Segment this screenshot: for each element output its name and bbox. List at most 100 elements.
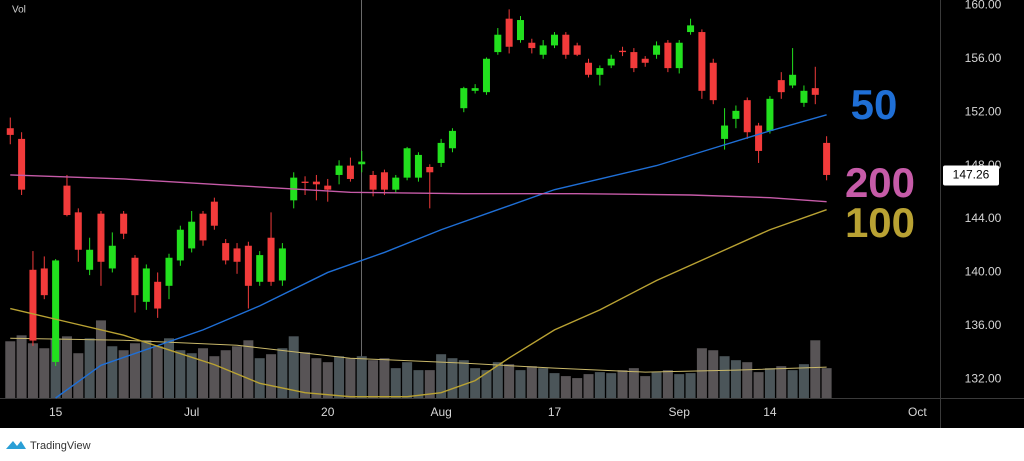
volume-bar — [288, 336, 299, 398]
y-tick-label: 160.00 — [965, 0, 1002, 12]
y-tick-label: 152.00 — [965, 104, 1002, 118]
volume-bar — [129, 343, 140, 398]
volume-bar — [345, 358, 356, 398]
volume-bar — [674, 374, 685, 398]
y-tick-label: 156.00 — [965, 51, 1002, 65]
volume-bar — [492, 362, 503, 398]
volume-bar — [798, 364, 809, 398]
candle-body — [403, 148, 411, 178]
volume-bar — [651, 372, 662, 398]
volume-bar — [787, 370, 798, 398]
volume-bar — [209, 356, 220, 398]
candle-body — [823, 142, 831, 175]
volume-bar — [526, 366, 537, 398]
candle-body — [437, 142, 445, 163]
candle-body — [199, 213, 207, 241]
candle-body — [426, 166, 434, 173]
candle-body — [630, 52, 638, 69]
volume-bar — [334, 356, 345, 398]
candle-body — [63, 185, 71, 216]
volume-bar — [39, 348, 50, 398]
volume-bar — [379, 358, 390, 398]
volume-bar — [560, 376, 571, 398]
candle-body — [471, 88, 479, 91]
volume-bar — [402, 362, 413, 398]
volume-bar — [742, 362, 753, 398]
volume-bar — [470, 368, 481, 398]
candle-body — [551, 34, 559, 46]
candle-body — [505, 18, 513, 47]
volume-bar — [84, 338, 95, 398]
volume-bar — [504, 364, 515, 398]
candle-body — [698, 32, 706, 91]
volume-bar — [27, 343, 38, 398]
x-tick-label: 15 — [49, 405, 63, 419]
moving-average-line — [10, 174, 827, 203]
volume-bar — [107, 346, 118, 398]
x-tick-label: Oct — [908, 405, 927, 419]
volume-bar — [118, 350, 129, 398]
branding: TradingView — [6, 440, 91, 452]
volume-bar — [810, 340, 821, 398]
candle-body — [369, 174, 377, 190]
volume-ma-line — [10, 337, 827, 373]
candle-body — [6, 128, 14, 135]
volume-bar — [821, 368, 832, 398]
candle-body — [176, 229, 184, 261]
candle-body — [335, 165, 343, 175]
candle-body — [301, 181, 309, 183]
volume-bar — [606, 373, 617, 398]
candle-body — [165, 257, 173, 286]
candle-body — [482, 58, 490, 93]
y-tick-label: 140.00 — [965, 265, 1002, 279]
y-tick-label: 144.00 — [965, 211, 1002, 225]
volume-bar — [776, 366, 787, 398]
candle-body — [74, 212, 82, 250]
volume-bar — [696, 348, 707, 398]
legend-label: 200 — [845, 159, 915, 206]
volume-bar — [424, 370, 435, 398]
volume-bar — [16, 335, 27, 398]
volume-bar — [277, 348, 288, 398]
volume-bar — [458, 360, 469, 398]
y-tick-label: 136.00 — [965, 318, 1002, 332]
volume-bar — [617, 370, 628, 398]
volume-bar — [730, 360, 741, 398]
volume-bar — [266, 354, 277, 398]
brand-name: TradingView — [30, 440, 91, 452]
volume-bar — [447, 358, 458, 398]
candle-body — [777, 80, 785, 93]
volume-bar — [186, 353, 197, 398]
candle-body — [142, 268, 150, 302]
candle-body — [188, 221, 196, 249]
volume-bar — [753, 372, 764, 398]
volume-bar — [481, 370, 492, 398]
candle-body — [800, 90, 808, 103]
volume-bar — [322, 362, 333, 398]
volume-bar — [640, 376, 651, 398]
candle-body — [222, 243, 230, 261]
volume-bar — [243, 340, 254, 398]
candle-body — [40, 268, 48, 296]
candle-body — [789, 74, 797, 86]
candle-body — [358, 161, 366, 165]
candle-body — [516, 20, 524, 41]
volume-bar — [50, 338, 61, 398]
candle-body — [244, 245, 252, 286]
candle-body — [267, 237, 275, 282]
x-tick-label: 14 — [763, 405, 777, 419]
candle-body — [641, 58, 649, 63]
volume-bar — [311, 358, 322, 398]
candle-body — [312, 181, 320, 185]
candle-body — [448, 130, 456, 149]
volume-bar — [708, 350, 719, 398]
volume-bar — [152, 346, 163, 398]
volume-bar — [220, 350, 231, 398]
volume-bar — [232, 346, 243, 398]
candle-body — [256, 255, 264, 282]
moving-average-line — [55, 114, 827, 399]
x-tick-label: 17 — [548, 405, 562, 419]
candle-body — [664, 42, 672, 69]
volume-bar — [356, 356, 367, 398]
